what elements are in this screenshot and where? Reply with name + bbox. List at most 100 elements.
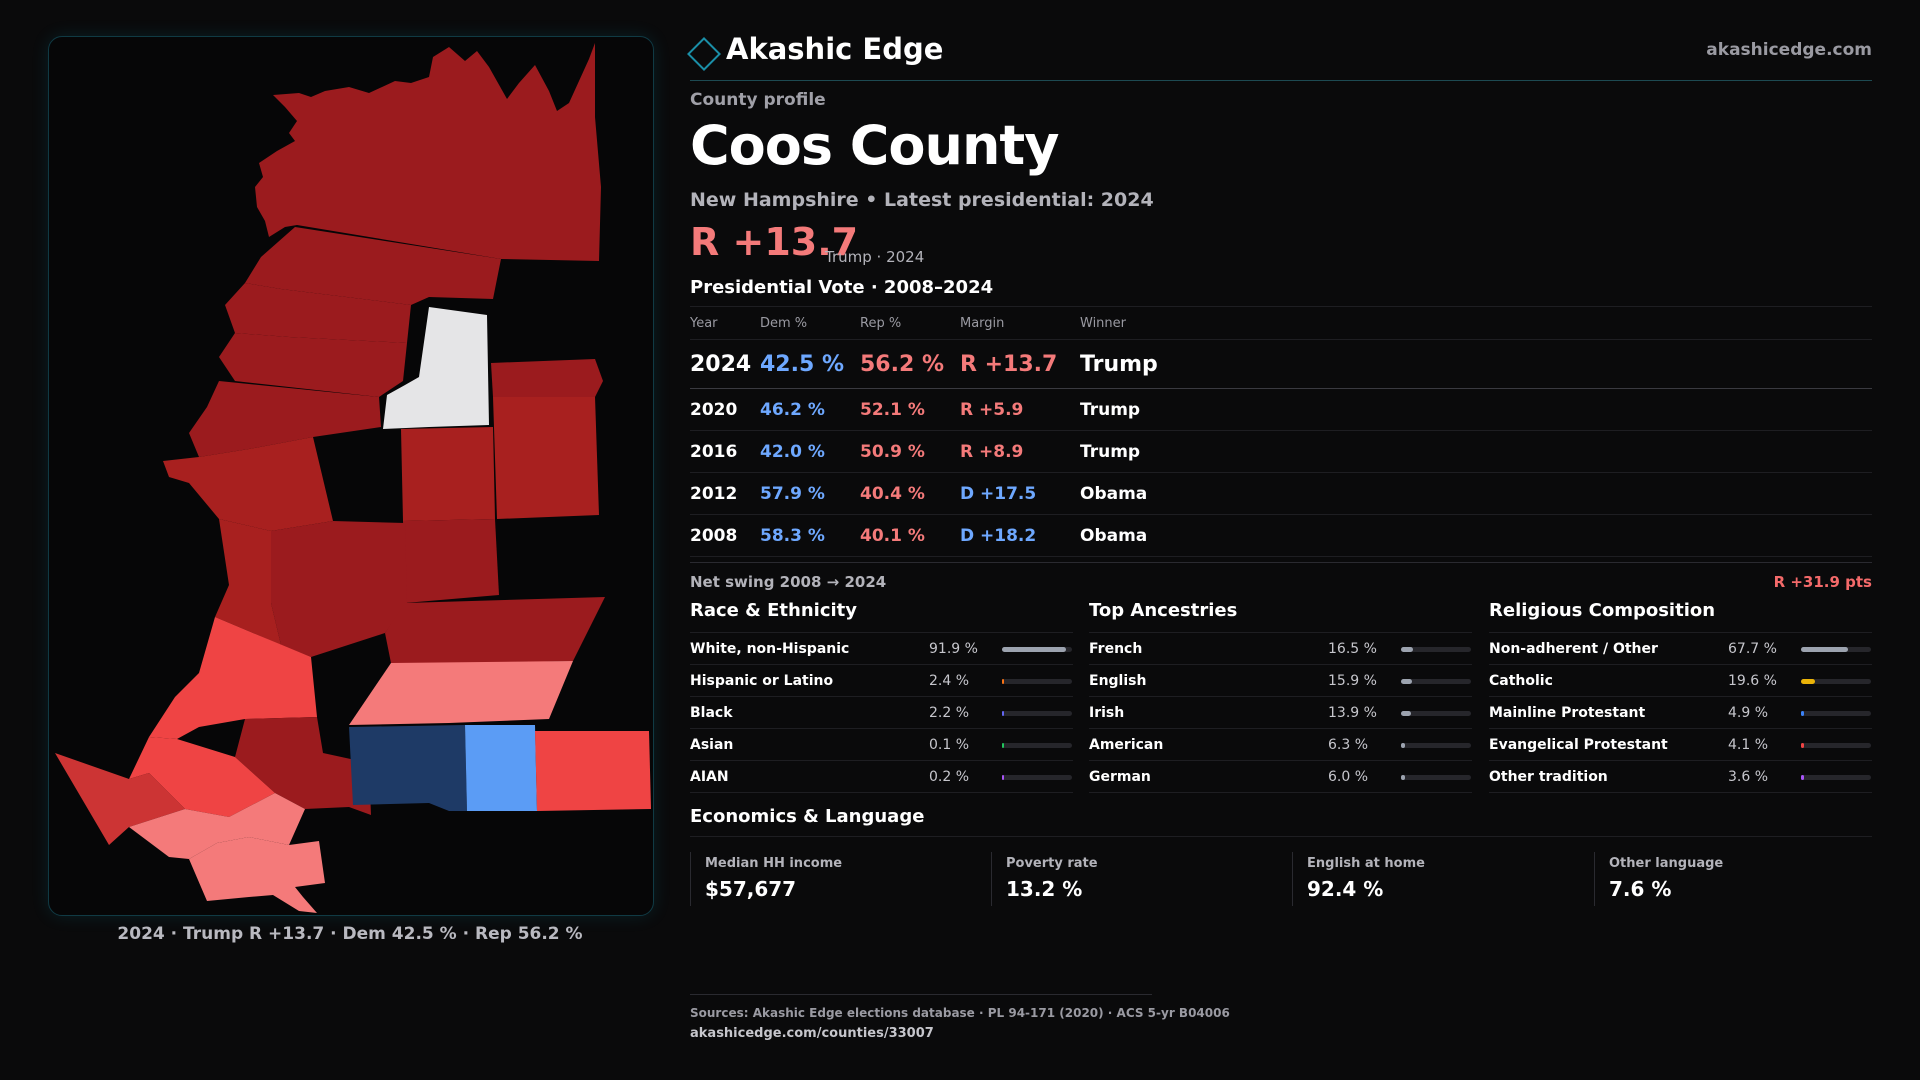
item-percent: 0.1 % (929, 737, 970, 753)
year-cell: 2008 (690, 514, 760, 557)
rep-cell: 40.4 % (860, 472, 960, 515)
county-page-link[interactable]: akashicedge.com/counties/33007 (690, 1026, 934, 1041)
map-region-c7[interactable] (215, 519, 281, 645)
map-region-s2[interactable] (235, 717, 371, 815)
list-item: Catholic 19.6 % (1489, 665, 1872, 697)
item-label: Other tradition (1489, 769, 1608, 785)
item-percent: 67.7 % (1728, 641, 1777, 657)
dem-cell: 42.0 % (760, 430, 860, 473)
page-title: Coos County (690, 114, 1059, 177)
map-region-e2[interactable] (349, 661, 573, 725)
item-label: English (1089, 673, 1147, 689)
map-region-c6[interactable] (271, 521, 407, 657)
map-region-s3[interactable] (129, 737, 275, 817)
footer-divider (690, 994, 1152, 995)
list-item: French 16.5 % (1089, 633, 1472, 665)
map-region-navy[interactable] (349, 725, 467, 811)
year-cell: 2024 (690, 339, 760, 389)
share-bar-fill (1801, 647, 1849, 652)
vote-section-title: Presidential Vote · 2008–2024 (690, 277, 994, 298)
share-bar-track (1801, 711, 1871, 716)
map-region-north[interactable] (255, 43, 601, 261)
margin-cell: R +8.9 (960, 430, 1080, 473)
col-winner: Winner (1080, 306, 1872, 340)
econ-label: Poverty rate (1006, 856, 1098, 871)
map-region-blue[interactable] (465, 725, 537, 811)
share-bar-fill (1401, 743, 1406, 748)
item-percent: 4.9 % (1728, 705, 1769, 721)
list-item: English 15.9 % (1089, 665, 1472, 697)
map-region-w2[interactable] (219, 333, 407, 397)
map-region-e1[interactable] (385, 597, 605, 663)
map-region-s1[interactable] (149, 617, 317, 739)
share-bar-fill (1801, 743, 1804, 748)
margin-cell: R +5.9 (960, 388, 1080, 431)
econ-cell-english: English at home 92.4 % (1292, 852, 1587, 906)
item-percent: 0.2 % (929, 769, 970, 785)
col-margin: Margin (960, 306, 1080, 340)
list-item: Irish 13.9 % (1089, 697, 1472, 729)
share-bar-fill (1002, 647, 1067, 652)
share-bar-fill (1002, 775, 1004, 780)
list-item: American 6.3 % (1089, 729, 1472, 761)
table-row: 2008 58.3 % 40.1 % D +18.2 Obama (690, 514, 1872, 557)
map-region-c4[interactable] (491, 359, 603, 397)
item-label: Hispanic or Latino (690, 673, 834, 689)
map-region-c5[interactable] (403, 519, 499, 603)
map-region-white[interactable] (383, 307, 489, 429)
share-bar-track (1002, 775, 1072, 780)
economics-section-title: Economics & Language (690, 806, 1872, 837)
share-bar-track (1002, 743, 1072, 748)
race-ethnicity-section: Race & Ethnicity White, non-Hispanic 91.9… (690, 600, 1073, 793)
religion-list: Non-adherent / Other 67.7 % Catholic 19.6 %… (1489, 633, 1872, 793)
item-percent: 6.0 % (1328, 769, 1369, 785)
county-map (55, 43, 651, 913)
map-region-c2[interactable] (401, 427, 495, 521)
page-kicker: County profile (690, 90, 826, 110)
item-label: Mainline Protestant (1489, 705, 1646, 721)
religion-section-title: Religious Composition (1489, 600, 1872, 633)
share-bar-fill (1801, 775, 1804, 780)
map-region-s6[interactable] (189, 837, 325, 913)
map-region-c3[interactable] (493, 397, 599, 519)
map-region-w3[interactable] (189, 381, 381, 457)
item-label: Black (690, 705, 733, 721)
brand-url-link[interactable]: akashicedge.com (1706, 40, 1872, 60)
table-row: 2024 42.5 % 56.2 % R +13.7 Trump (690, 339, 1872, 389)
rep-cell: 52.1 % (860, 388, 960, 431)
econ-value: 92.4 % (1307, 877, 1384, 901)
county-map-panel (48, 36, 654, 916)
share-bar-fill (1002, 711, 1004, 716)
share-bar-fill (1401, 679, 1413, 684)
margin-cell: D +18.2 (960, 514, 1080, 557)
share-bar-track (1002, 679, 1072, 684)
latest-margin: R +13.7 (690, 220, 859, 264)
map-region-w1[interactable] (225, 283, 411, 343)
net-swing-value: R +31.9 pts (1773, 573, 1872, 591)
share-bar-fill (1002, 743, 1004, 748)
race-list: White, non-Hispanic 91.9 % Hispanic or Lat… (690, 633, 1073, 793)
econ-value: 7.6 % (1609, 877, 1672, 901)
map-region-c1[interactable] (163, 437, 333, 531)
religion-section: Religious Composition Non-adherent / Oth… (1489, 600, 1872, 793)
year-cell: 2016 (690, 430, 760, 473)
ancestry-section: Top Ancestries French 16.5 % English 15.9 %… (1089, 600, 1472, 793)
rep-cell: 50.9 % (860, 430, 960, 473)
share-bar-track (1801, 647, 1871, 652)
map-region-s4[interactable] (55, 753, 185, 845)
share-bar-track (1401, 679, 1471, 684)
item-label: White, non-Hispanic (690, 641, 850, 657)
econ-cell-income: Median HH income $57,677 (690, 852, 985, 906)
item-label: Non-adherent / Other (1489, 641, 1658, 657)
table-row: 2016 42.0 % 50.9 % R +8.9 Trump (690, 430, 1872, 473)
share-bar-track (1002, 711, 1072, 716)
share-bar-track (1401, 743, 1471, 748)
item-percent: 16.5 % (1328, 641, 1377, 657)
map-region-red-se[interactable] (535, 731, 651, 811)
map-region-n2[interactable] (245, 227, 501, 305)
race-section-title: Race & Ethnicity (690, 600, 1073, 633)
vote-table-header: Year Dem % Rep % Margin Winner (690, 306, 1872, 340)
share-bar-fill (1401, 775, 1406, 780)
item-label: Asian (690, 737, 734, 753)
map-region-s5[interactable] (129, 793, 305, 859)
